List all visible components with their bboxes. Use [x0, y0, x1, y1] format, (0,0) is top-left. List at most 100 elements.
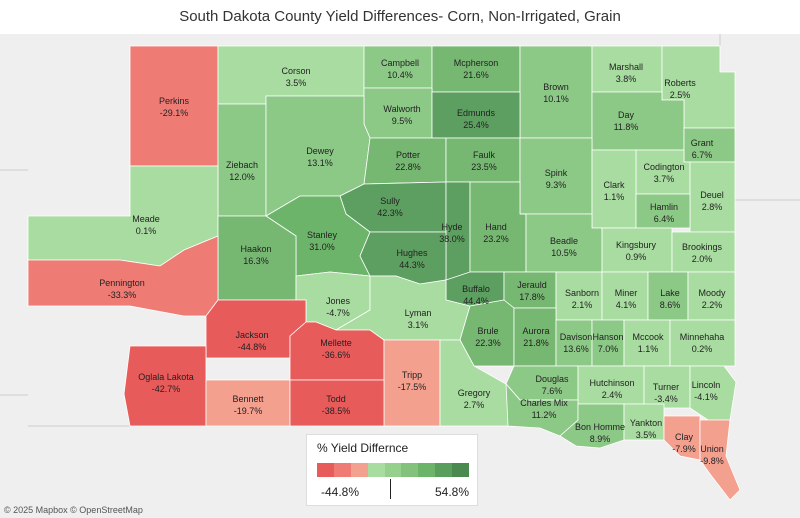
- county-label-moody-value: 2.2%: [702, 300, 723, 310]
- county-label-mellette-name: Mellette: [320, 338, 352, 348]
- county-mccook[interactable]: [623, 319, 671, 367]
- county-todd[interactable]: [289, 379, 385, 427]
- county-label-campbell-value: 10.4%: [387, 70, 413, 80]
- county-label-minnehaha-value: 0.2%: [692, 344, 713, 354]
- county-label-lincoln-name: Lincoln: [692, 380, 721, 390]
- county-label-mcpherson-name: Mcpherson: [454, 58, 499, 68]
- county-label-douglas-name: Douglas: [535, 374, 569, 384]
- county-label-brown-name: Brown: [543, 82, 569, 92]
- county-clay[interactable]: [663, 415, 701, 461]
- legend-swatch-8: [452, 463, 470, 477]
- county-label-hand-value: 23.2%: [483, 234, 509, 244]
- county-jerauld[interactable]: [503, 271, 557, 309]
- county-label-edmunds-value: 25.4%: [463, 120, 489, 130]
- county-brookings[interactable]: [671, 231, 736, 273]
- county-label-minnehaha-name: Minnehaha: [680, 332, 725, 342]
- county-label-moody-name: Moody: [698, 288, 726, 298]
- legend-max-label: 54.8%: [434, 485, 469, 499]
- county-codington[interactable]: [635, 149, 691, 195]
- county-label-buffalo-value: 44.4%: [463, 296, 489, 306]
- county-day[interactable]: [591, 91, 685, 151]
- legend-zero-tick: [390, 479, 391, 499]
- county-union[interactable]: [699, 419, 741, 501]
- county-label-faulk-name: Faulk: [473, 150, 496, 160]
- county-label-gregory-name: Gregory: [458, 388, 491, 398]
- county-label-roberts-value: 2.5%: [670, 90, 691, 100]
- county-label-day-value: 11.8%: [614, 122, 639, 132]
- county-label-sully-name: Sully: [380, 196, 400, 206]
- county-label-lake-name: Lake: [660, 288, 680, 298]
- county-label-hanson-value: 7.0%: [598, 344, 619, 354]
- county-label-clay-name: Clay: [675, 432, 694, 442]
- legend-swatch-7: [435, 463, 453, 477]
- county-label-brule-name: Brule: [477, 326, 498, 336]
- county-label-beadle-name: Beadle: [550, 236, 578, 246]
- county-perkins[interactable]: [129, 45, 219, 167]
- county-label-turner-value: -3.4%: [654, 394, 678, 404]
- legend-title: % Yield Differnce: [317, 441, 409, 455]
- county-label-clay-value: -7.9%: [672, 444, 696, 454]
- county-label-union-name: Union: [700, 444, 724, 454]
- county-oglala-lakota[interactable]: [123, 345, 207, 427]
- county-label-haakon-name: Haakon: [240, 244, 271, 254]
- legend-min-label: -44.8%: [321, 485, 360, 499]
- county-label-ziebach-value: 12.0%: [229, 172, 255, 182]
- county-label-lincoln-value: -4.1%: [694, 392, 718, 402]
- county-label-faulk-value: 23.5%: [471, 162, 497, 172]
- legend-swatch-3: [367, 463, 385, 477]
- county-label-tripp-name: Tripp: [402, 370, 422, 380]
- county-hamlin[interactable]: [635, 193, 691, 229]
- map-canvas[interactable]: Perkins -29.1% Corson 3.5% Campbell 10.4…: [0, 34, 800, 518]
- legend-swatch-6: [418, 463, 436, 477]
- county-label-clark-value: 1.1%: [604, 192, 625, 202]
- county-potter[interactable]: [363, 137, 447, 185]
- county-label-roberts-name: Roberts: [664, 78, 696, 88]
- county-label-hand-name: Hand: [485, 222, 507, 232]
- county-label-marshall-value: 3.8%: [616, 74, 637, 84]
- county-label-davison-name: Davison: [560, 332, 593, 342]
- county-aurora[interactable]: [513, 307, 557, 367]
- county-label-brown-value: 10.1%: [543, 94, 569, 104]
- county-label-jones-name: Jones: [326, 296, 351, 306]
- county-mcpherson[interactable]: [431, 45, 521, 93]
- county-label-davison-value: 13.6%: [563, 344, 589, 354]
- county-hanson[interactable]: [591, 319, 625, 367]
- county-label-perkins-value: -29.1%: [160, 108, 189, 118]
- county-label-todd-name: Todd: [326, 394, 346, 404]
- county-label-hamlin-value: 6.4%: [654, 214, 675, 224]
- county-label-mccook-value: 1.1%: [638, 344, 659, 354]
- county-label-oglala-lakota-name: Oglala Lakota: [138, 372, 194, 382]
- county-label-grant-value: 6.7%: [692, 150, 713, 160]
- county-label-yankton-value: 3.5%: [636, 430, 657, 440]
- county-label-kingsbury-name: Kingsbury: [616, 240, 657, 250]
- county-label-jackson-value: -44.8%: [238, 342, 267, 352]
- legend-swatch-1: [333, 463, 351, 477]
- legend-color-bar: [317, 463, 470, 477]
- county-davison[interactable]: [555, 319, 593, 367]
- county-label-potter-name: Potter: [396, 150, 420, 160]
- county-label-lyman-name: Lyman: [405, 308, 432, 318]
- county-label-bennett-name: Bennett: [232, 394, 264, 404]
- county-label-hughes-value: 44.3%: [399, 260, 425, 270]
- county-label-bon-homme-value: 8.9%: [590, 434, 611, 444]
- county-label-sanborn-name: Sanborn: [565, 288, 599, 298]
- county-label-hyde-value: 38.0%: [439, 234, 465, 244]
- county-kingsbury[interactable]: [601, 227, 673, 273]
- map-attribution: © 2025 Mapbox © OpenStreetMap: [4, 505, 143, 515]
- county-label-codington-name: Codington: [643, 162, 684, 172]
- county-label-walworth-value: 9.5%: [392, 116, 413, 126]
- county-label-ziebach-name: Ziebach: [226, 160, 258, 170]
- county-minnehaha[interactable]: [669, 319, 736, 367]
- county-label-jerauld-value: 17.8%: [519, 292, 545, 302]
- county-label-codington-value: 3.7%: [654, 174, 675, 184]
- county-label-union-value: -9.8%: [700, 456, 724, 466]
- county-label-lake-value: 8.6%: [660, 300, 681, 310]
- county-faulk[interactable]: [445, 137, 521, 183]
- county-brown[interactable]: [519, 45, 593, 139]
- county-label-mcpherson-value: 21.6%: [463, 70, 489, 80]
- county-label-sully-value: 42.3%: [377, 208, 403, 218]
- county-label-potter-value: 22.8%: [395, 162, 421, 172]
- county-label-pennington-name: Pennington: [99, 278, 145, 288]
- county-label-deuel-value: 2.8%: [702, 202, 723, 212]
- county-label-bennett-value: -19.7%: [234, 406, 263, 416]
